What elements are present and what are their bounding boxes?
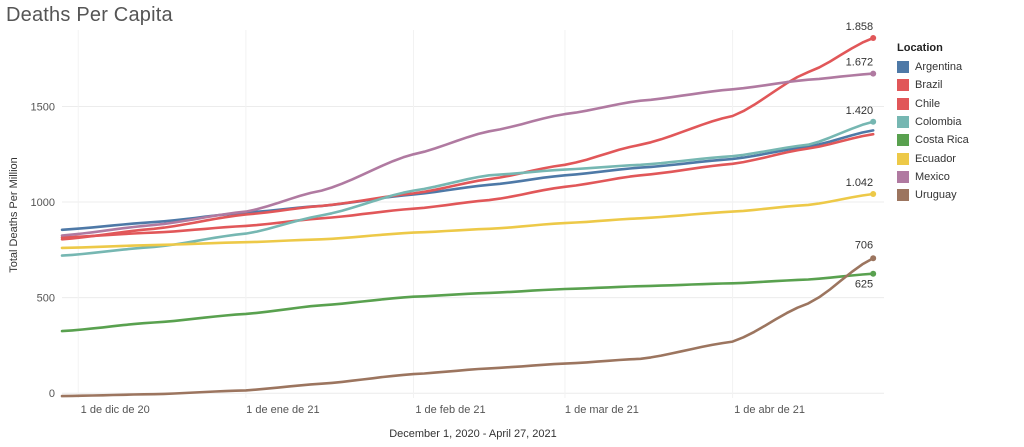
series-line-mexico[interactable] [60, 72, 875, 237]
legend-title: Location [897, 42, 943, 54]
x-tick-label: 1 de mar de 21 [565, 404, 639, 416]
x-tick-label: 1 de dic de 20 [81, 404, 150, 416]
legend-item[interactable]: Chile [897, 95, 1017, 113]
series-end-label: 1.858 [846, 21, 874, 33]
legend-item[interactable]: Brazil [897, 76, 1017, 94]
chart-title: Deaths Per Capita [6, 4, 173, 26]
series-line-uruguay[interactable] [60, 257, 875, 398]
x-tick-label: 1 de abr de 21 [734, 404, 805, 416]
x-tick-label: 1 de ene de 21 [246, 404, 319, 416]
legend-swatch [897, 189, 909, 202]
series-end-marker [870, 255, 877, 262]
legend-label: Chile [915, 97, 941, 110]
legend-label: Brazil [915, 79, 943, 92]
x-tick-label: 1 de feb de 21 [415, 404, 485, 416]
y-tick-label: 1000 [31, 197, 55, 209]
series-end-label: 1.420 [846, 105, 874, 117]
series-end-marker [870, 270, 877, 277]
y-axis-ticks: 0 500 1000 1500 [31, 101, 55, 400]
series-lines [60, 36, 875, 398]
y-tick-label: 0 [49, 388, 55, 400]
series-end-label: 1.672 [846, 57, 874, 69]
legend: Location Argentina Brazil Chile Colombia Cos… [897, 42, 1017, 204]
y-tick-label: 500 [37, 293, 55, 305]
legend-label: Ecuador [915, 152, 956, 165]
end-labels: 1.858 1.420 625 1.042 1.672 706 [846, 21, 877, 291]
legend-label: Colombia [915, 116, 962, 129]
series-line-colombia[interactable] [60, 120, 875, 257]
legend-item[interactable]: Argentina [897, 58, 1017, 76]
series-end-marker [870, 191, 877, 198]
legend-item[interactable]: Mexico [897, 168, 1017, 186]
x-axis-ticks: 1 de dic de 20 1 de ene de 21 1 de feb de … [81, 404, 805, 416]
legend-swatch [897, 61, 909, 74]
series-line-ecuador[interactable] [60, 192, 875, 250]
series-end-label: 1.042 [846, 177, 874, 189]
y-axis-label: Total Deaths Per Million [8, 157, 20, 273]
legend-label: Argentina [915, 61, 963, 74]
legend-item[interactable]: Costa Rica [897, 131, 1017, 149]
legend-swatch [897, 79, 909, 92]
legend-swatch [897, 116, 909, 129]
legend-swatch [897, 97, 909, 110]
y-tick-label: 1500 [31, 101, 55, 113]
legend-item[interactable]: Colombia [897, 113, 1017, 131]
legend-swatch [897, 134, 909, 147]
legend-item[interactable]: Ecuador [897, 149, 1017, 167]
x-axis-label: December 1, 2020 - April 27, 2021 [389, 428, 557, 440]
series-line-brazil[interactable] [60, 132, 875, 239]
legend-item[interactable]: Uruguay [897, 186, 1017, 204]
legend-swatch [897, 170, 909, 183]
legend-items: Argentina Brazil Chile Colombia Costa Rica Ec… [897, 58, 1017, 204]
legend-label: Costa Rica [915, 134, 969, 147]
legend-swatch [897, 152, 909, 165]
series-end-label: 706 [855, 239, 873, 251]
series-line-costa-rica[interactable] [60, 272, 875, 333]
series-end-marker [870, 35, 877, 42]
series-end-marker [870, 70, 877, 77]
series-end-marker [870, 118, 877, 125]
series-line-chile[interactable] [60, 36, 875, 241]
legend-label: Mexico [915, 170, 950, 183]
legend-label: Uruguay [915, 189, 957, 202]
series-end-label: 625 [855, 279, 873, 291]
